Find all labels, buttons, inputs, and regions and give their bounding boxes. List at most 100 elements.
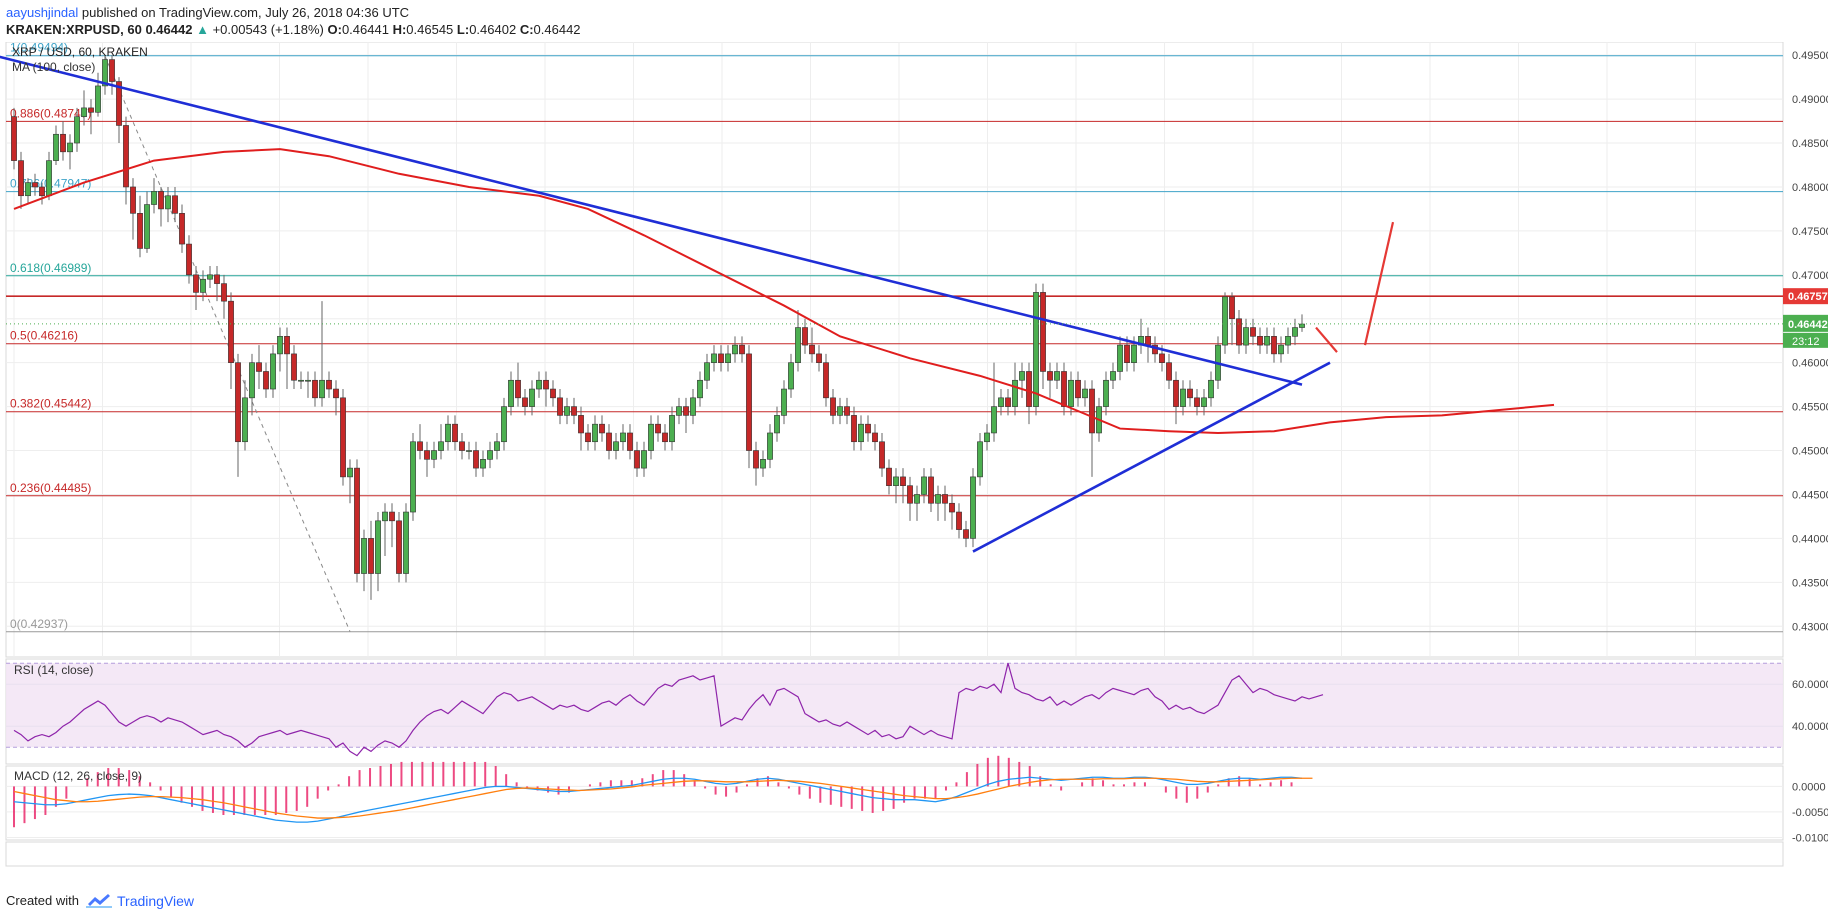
rsi-pane[interactable]: 60.0000 40.0000 RSI (14, close)	[5, 658, 1828, 765]
candle-body	[249, 362, 255, 399]
candle-body	[109, 59, 115, 82]
candle-body	[340, 397, 346, 478]
resistance-line	[0, 55, 1303, 386]
candle-body	[788, 362, 794, 390]
candle-body	[592, 423, 598, 443]
author-link[interactable]: aayushjindal	[6, 5, 79, 20]
macd-title: MACD (12, 26, close, 9)	[14, 769, 142, 783]
candle-body	[781, 388, 787, 416]
candle-body	[1019, 371, 1025, 381]
y-tick-label: 0.43500	[1792, 577, 1828, 589]
change-value: +0.00543 (+1.18%)	[212, 22, 324, 37]
rsi-line	[13, 663, 1324, 757]
candle-body	[991, 406, 997, 434]
candle-body	[1103, 379, 1109, 407]
candle-body	[487, 450, 493, 460]
candle-body	[578, 415, 584, 434]
candle-body	[809, 344, 815, 355]
candle-body	[291, 353, 297, 381]
close-label: C:	[519, 22, 534, 37]
candle-body	[676, 406, 682, 416]
countdown-label: 23:12	[1792, 336, 1820, 348]
arrow-down	[1315, 326, 1338, 353]
candle-body	[620, 432, 626, 443]
candle-body	[473, 450, 479, 469]
candle-body	[1180, 388, 1186, 407]
open-label: O:	[327, 22, 342, 37]
candle-body	[872, 432, 878, 443]
macd-tick-label: -0.0100	[1792, 832, 1828, 844]
y-tick-label: 0.45500	[1792, 402, 1828, 414]
price-plot-frame	[5, 42, 1784, 658]
chart-title: XRP / USD, 60, KRAKEN	[12, 45, 148, 59]
candle-body	[319, 379, 325, 399]
y-tick-label: 0.49000	[1792, 94, 1828, 106]
candle-body	[354, 467, 360, 574]
support-line	[972, 361, 1331, 553]
price-pane[interactable]: 0.49500 0.49000 0.48500 0.48000 0.47500 0.470…	[0, 42, 1828, 658]
up-arrow-icon: ▲	[196, 22, 209, 37]
candle-body	[11, 116, 17, 161]
rsi-band	[6, 663, 1783, 748]
candle-body	[480, 459, 486, 469]
candle-body	[179, 213, 185, 245]
candle-body	[1145, 336, 1151, 346]
candle-body	[305, 379, 311, 382]
candle-body	[914, 494, 920, 504]
fib-level-label: 0.236(0.44485)	[10, 481, 91, 495]
candle-body	[1040, 292, 1046, 372]
candle-body	[25, 182, 31, 197]
macd-pane[interactable]: 0.0000 -0.0050 -0.0100 MACD (12, 26, close,…	[5, 755, 1828, 845]
candle-body	[88, 107, 94, 113]
chart-canvas[interactable]: 0.49500 0.49000 0.48500 0.48000 0.47500 0.470…	[0, 42, 1828, 882]
candle-body	[1068, 379, 1074, 407]
close-value: 0.46442	[533, 22, 581, 37]
candle-body	[662, 432, 668, 443]
candle-body	[270, 353, 276, 390]
candle-body	[39, 186, 45, 197]
candle-body	[403, 511, 409, 574]
candle-body	[585, 432, 591, 443]
candle-body	[963, 529, 969, 539]
candle-body	[760, 459, 766, 469]
fib-level-label: 0.618(0.46989)	[10, 261, 91, 275]
candle-body	[137, 213, 143, 249]
candle-body	[984, 432, 990, 443]
candle-body	[1047, 371, 1053, 381]
candle-body	[606, 432, 612, 451]
candle-body	[298, 379, 304, 382]
candle-body	[851, 415, 857, 443]
candle-body	[1201, 397, 1207, 407]
candle-body	[515, 379, 521, 399]
candle-body	[151, 191, 157, 205]
candle-body	[53, 133, 59, 161]
candle-body	[711, 353, 717, 363]
tradingview-brand[interactable]: TradingView	[117, 893, 195, 909]
candle-body	[1257, 336, 1263, 346]
candle-body	[879, 441, 885, 469]
ma-100-line	[13, 148, 1555, 434]
candle-body	[312, 379, 318, 399]
candle-body	[1026, 371, 1032, 407]
candle-body	[1243, 327, 1249, 346]
candle-body	[214, 274, 220, 284]
candle-body	[165, 195, 171, 210]
candle-body	[1061, 371, 1067, 407]
candle-body	[1222, 296, 1228, 346]
candle-body	[256, 362, 262, 372]
candle-body	[571, 406, 577, 416]
candle-body	[837, 406, 843, 416]
fib-level-label: 0.382(0.45442)	[10, 397, 91, 411]
arrow-up	[1363, 221, 1395, 346]
candle-body	[1005, 397, 1011, 407]
candle-body	[382, 511, 388, 522]
y-tick-label: 0.47000	[1792, 270, 1828, 282]
candle-body	[816, 353, 822, 363]
last-price: 0.46442	[145, 22, 193, 37]
candle-body	[935, 494, 941, 504]
time-axis-frame	[5, 841, 1784, 867]
candle-body	[1194, 397, 1200, 407]
candle-body	[207, 274, 213, 280]
candle-body	[907, 485, 913, 504]
time-axis[interactable]: 1912:002012:002112:002212:002312:002412:…	[5, 841, 1784, 867]
